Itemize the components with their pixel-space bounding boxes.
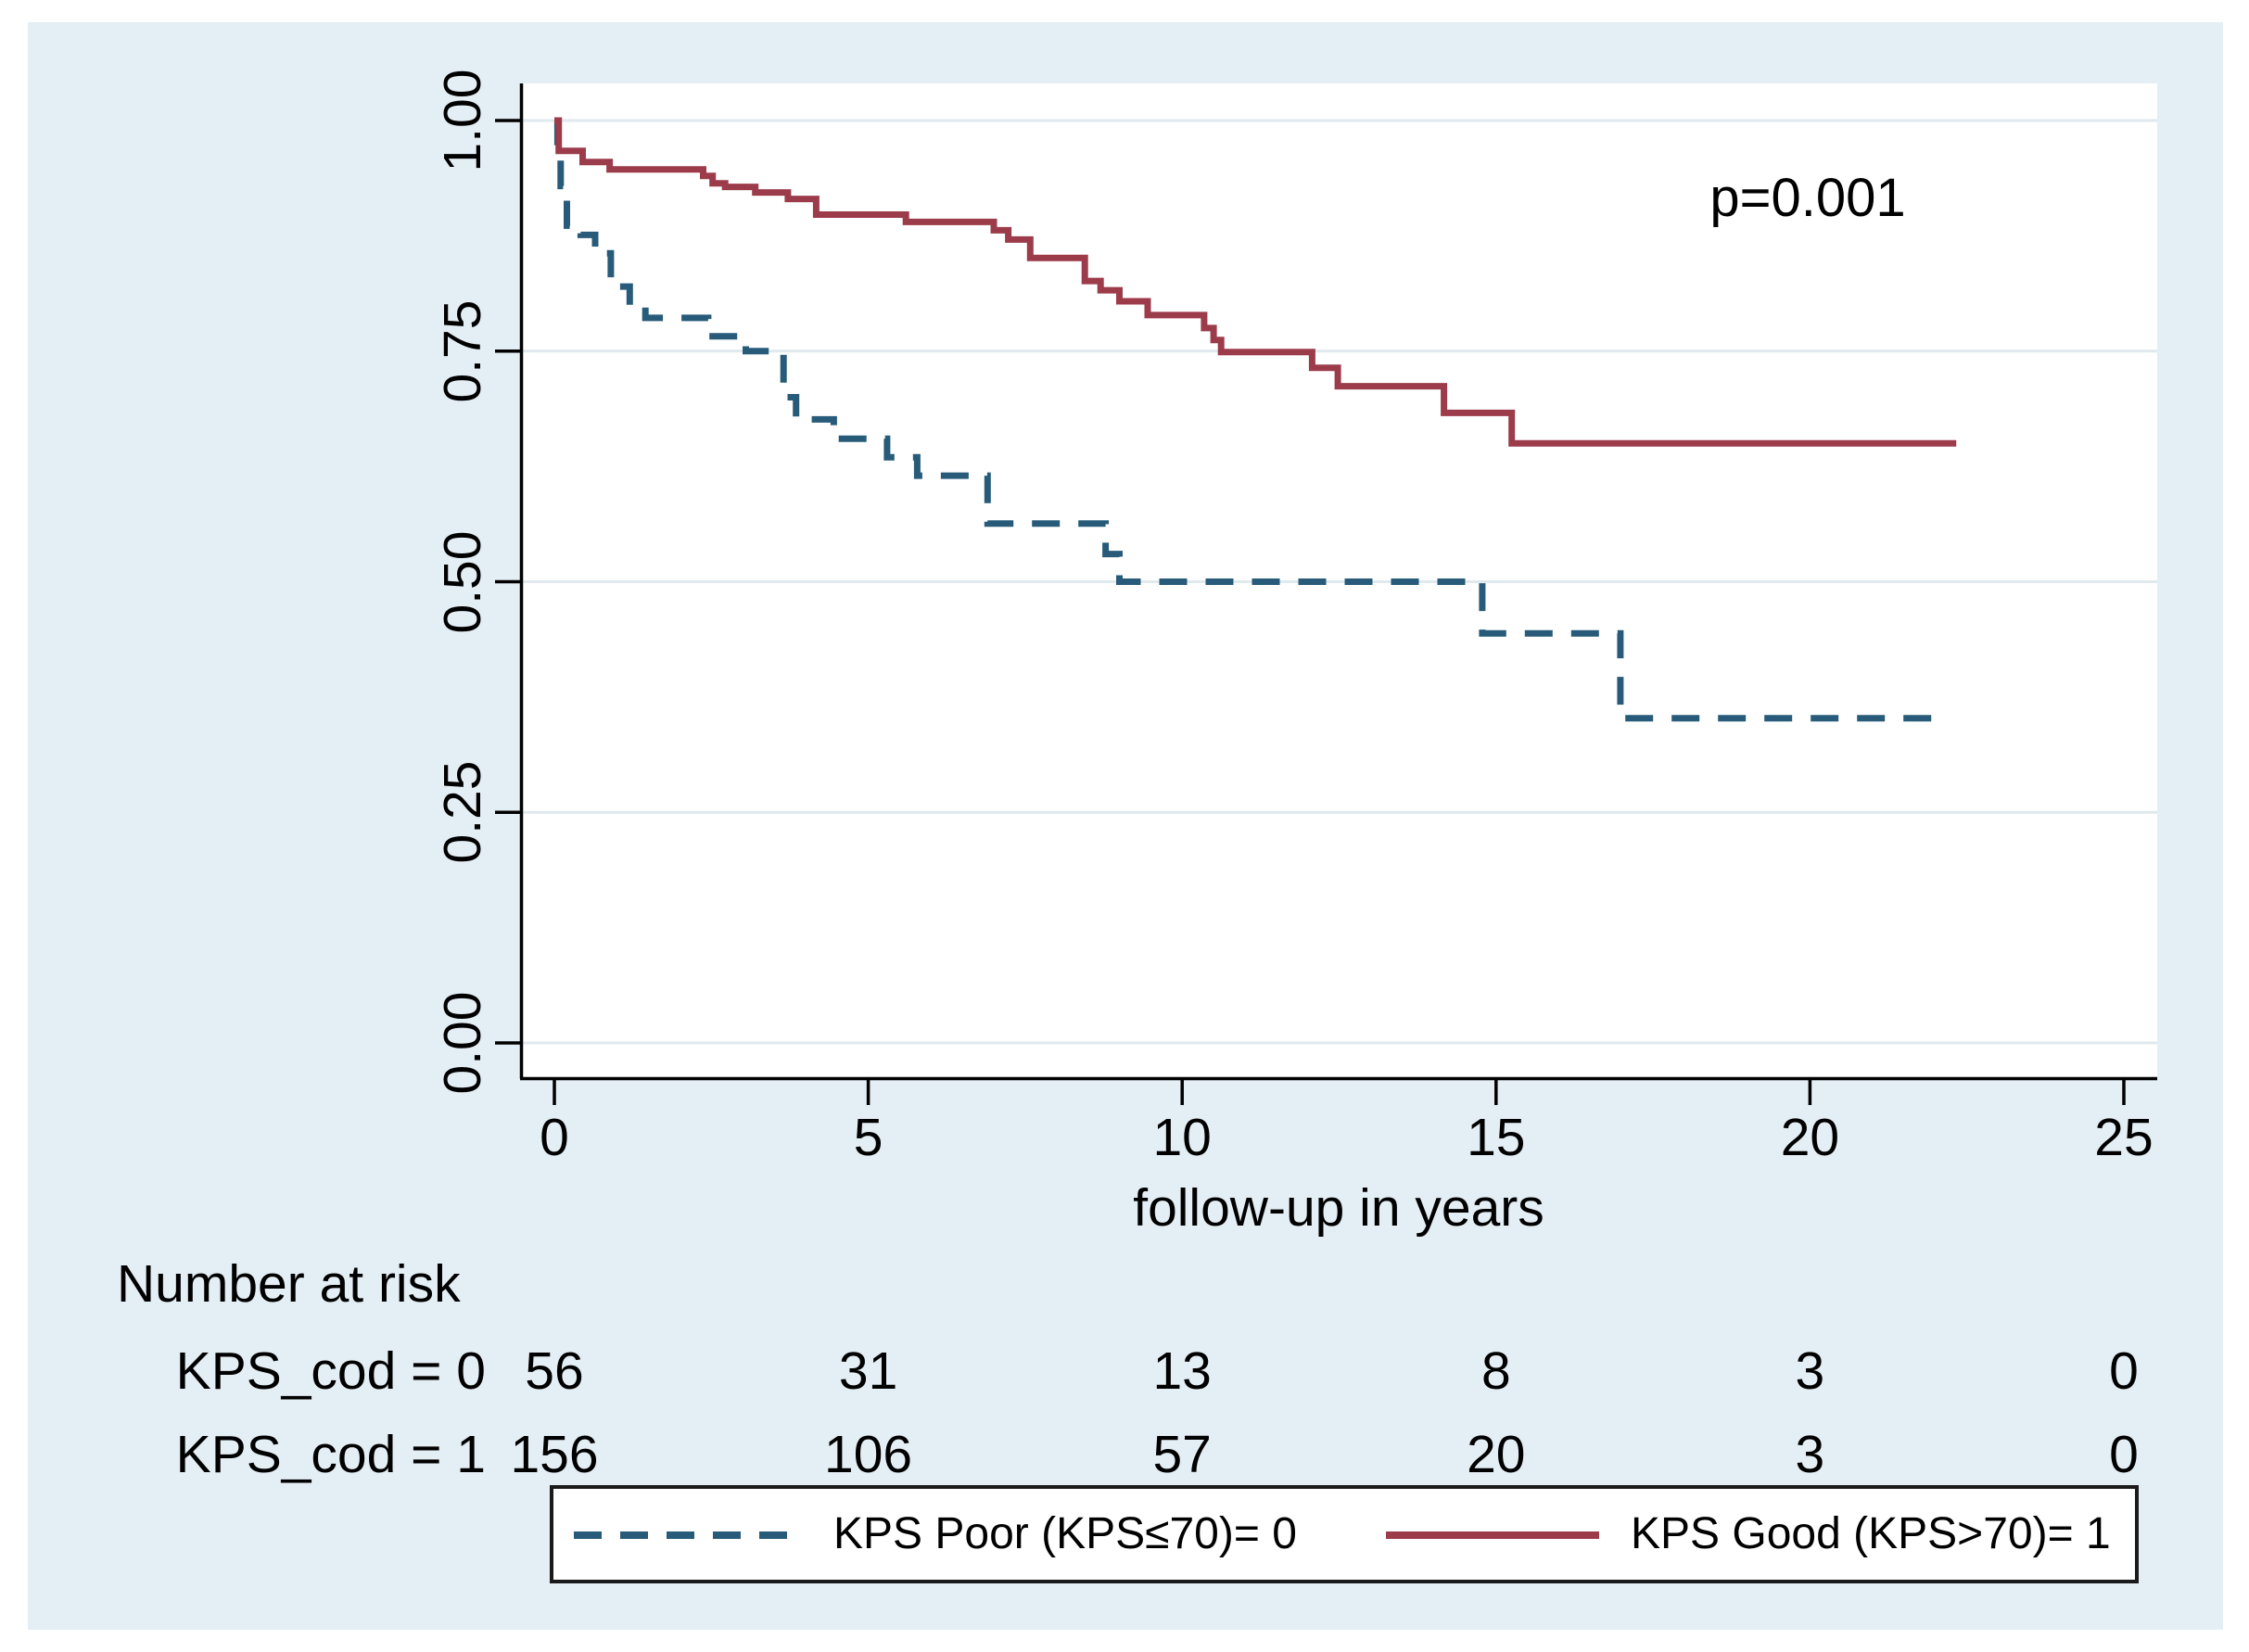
x-tick-label: 15	[1467, 1108, 1526, 1167]
x-tick-label: 25	[2094, 1108, 2154, 1167]
p-value-annotation: p=0.001	[1709, 168, 1906, 228]
x-tick-label: 10	[1152, 1108, 1212, 1167]
y-tick-label: 0.00	[433, 991, 492, 1095]
risk-value: 31	[838, 1341, 898, 1401]
risk-value: 156	[510, 1425, 599, 1484]
y-tick-label: 0.50	[433, 530, 492, 633]
risk-row-label: KPS_cod = 0	[175, 1341, 486, 1401]
x-tick-label: 20	[1780, 1108, 1840, 1167]
risk-value: 106	[824, 1425, 913, 1484]
risk-value: 0	[2109, 1341, 2139, 1401]
risk-value: 3	[1795, 1425, 1825, 1484]
legend-line-sample-dashed	[574, 1531, 787, 1539]
y-tick-label: 1.00	[433, 69, 492, 172]
risk-value: 56	[525, 1341, 584, 1401]
km-curve-kps-good	[554, 117, 1957, 447]
risk-value: 3	[1795, 1341, 1825, 1401]
y-tick-label: 0.75	[433, 299, 492, 403]
risk-value: 20	[1467, 1425, 1526, 1484]
legend-line-sample-solid	[1386, 1531, 1599, 1539]
legend-item-label: KPS Good (KPS>70)= 1	[1631, 1509, 2111, 1558]
risk-table-title: Number at risk	[117, 1254, 461, 1314]
risk-value: 8	[1480, 1341, 1511, 1401]
y-tick-label: 0.25	[433, 760, 492, 864]
risk-value: 0	[2109, 1425, 2139, 1484]
risk-value: 13	[1152, 1341, 1212, 1401]
x-tick-label: 5	[853, 1108, 883, 1167]
legend-box: KPS Poor (KPS≤70)= 0 KPS Good (KPS>70)= 1	[550, 1485, 2139, 1583]
legend-item-label: KPS Poor (KPS≤70)= 0	[833, 1509, 1297, 1558]
x-tick-label: 0	[540, 1108, 569, 1167]
risk-row-label: KPS_cod = 1	[175, 1425, 486, 1484]
x-axis-title: follow-up in years	[1133, 1178, 1544, 1238]
km-curve-kps-poor	[553, 117, 1945, 722]
risk-value: 57	[1152, 1425, 1212, 1484]
